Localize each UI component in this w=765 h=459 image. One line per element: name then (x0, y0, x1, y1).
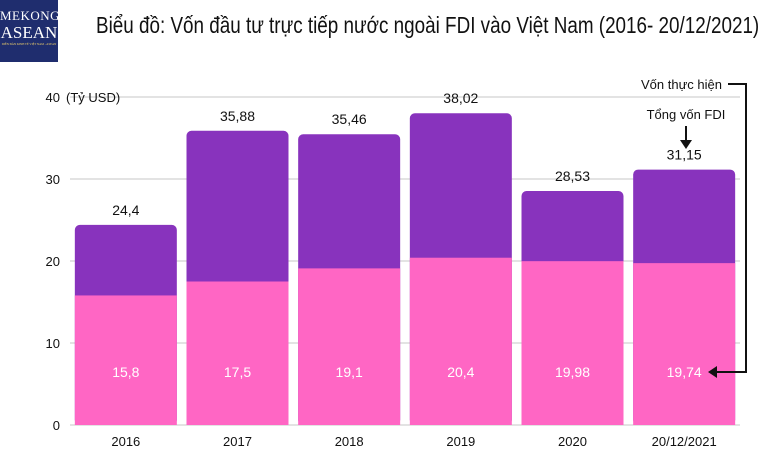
chart-title: Biểu đồ: Vốn đầu tư trực tiếp nước ngoài… (96, 12, 760, 38)
annotation-disbursed: Vốn thực hiện (641, 77, 722, 92)
y-tick-label: 30 (46, 172, 60, 187)
data-label-disbursed: 19,98 (555, 364, 590, 380)
y-tick-label: 40 (46, 90, 60, 105)
x-tick-label: 2016 (111, 434, 140, 449)
annotation-total-fdi: Tổng vốn FDI (647, 107, 726, 122)
y-axis-label: (Tỷ USD) (66, 90, 120, 105)
data-label-total: 35,88 (220, 108, 255, 124)
bar-disbursed (74, 295, 177, 425)
data-label-total: 35,46 (332, 111, 367, 127)
data-label-disbursed: 19,74 (667, 364, 702, 380)
logo-line2: ASEAN (0, 23, 58, 42)
bar-disbursed (298, 268, 401, 425)
data-label-disbursed: 17,5 (224, 364, 251, 380)
data-label-disbursed: 19,1 (336, 364, 363, 380)
y-tick-label: 10 (46, 336, 60, 351)
bar-disbursed (633, 263, 736, 425)
y-tick-label: 20 (46, 254, 60, 269)
data-label-disbursed: 20,4 (447, 364, 474, 380)
logo-line1: MEKONG (0, 8, 61, 23)
arrow-head-icon (708, 366, 717, 378)
x-tick-label: 20/12/2021 (652, 434, 717, 449)
arrow-down-icon (680, 140, 692, 149)
bar-disbursed (521, 261, 624, 425)
data-label-disbursed: 15,8 (112, 364, 139, 380)
x-tick-label: 2019 (446, 434, 475, 449)
logo-tagline: DIỄN ĐÀN KINH TẾ VIỆT NAM - ASEAN (1, 42, 57, 46)
x-tick-label: 2020 (558, 434, 587, 449)
y-tick-label: 0 (53, 418, 60, 433)
data-label-total: 28,53 (555, 168, 590, 184)
mekong-asean-logo: MEKONG ASEAN DIỄN ĐÀN KINH TẾ VIỆT NAM -… (0, 0, 61, 62)
bar-disbursed (409, 257, 512, 425)
annotation-arrow-line (716, 83, 747, 373)
data-label-total: 31,15 (667, 147, 702, 163)
x-tick-label: 2017 (223, 434, 252, 449)
data-label-total: 38,02 (443, 90, 478, 106)
bar-disbursed (186, 281, 289, 425)
data-label-total: 24,4 (112, 202, 139, 218)
x-tick-label: 2018 (335, 434, 364, 449)
